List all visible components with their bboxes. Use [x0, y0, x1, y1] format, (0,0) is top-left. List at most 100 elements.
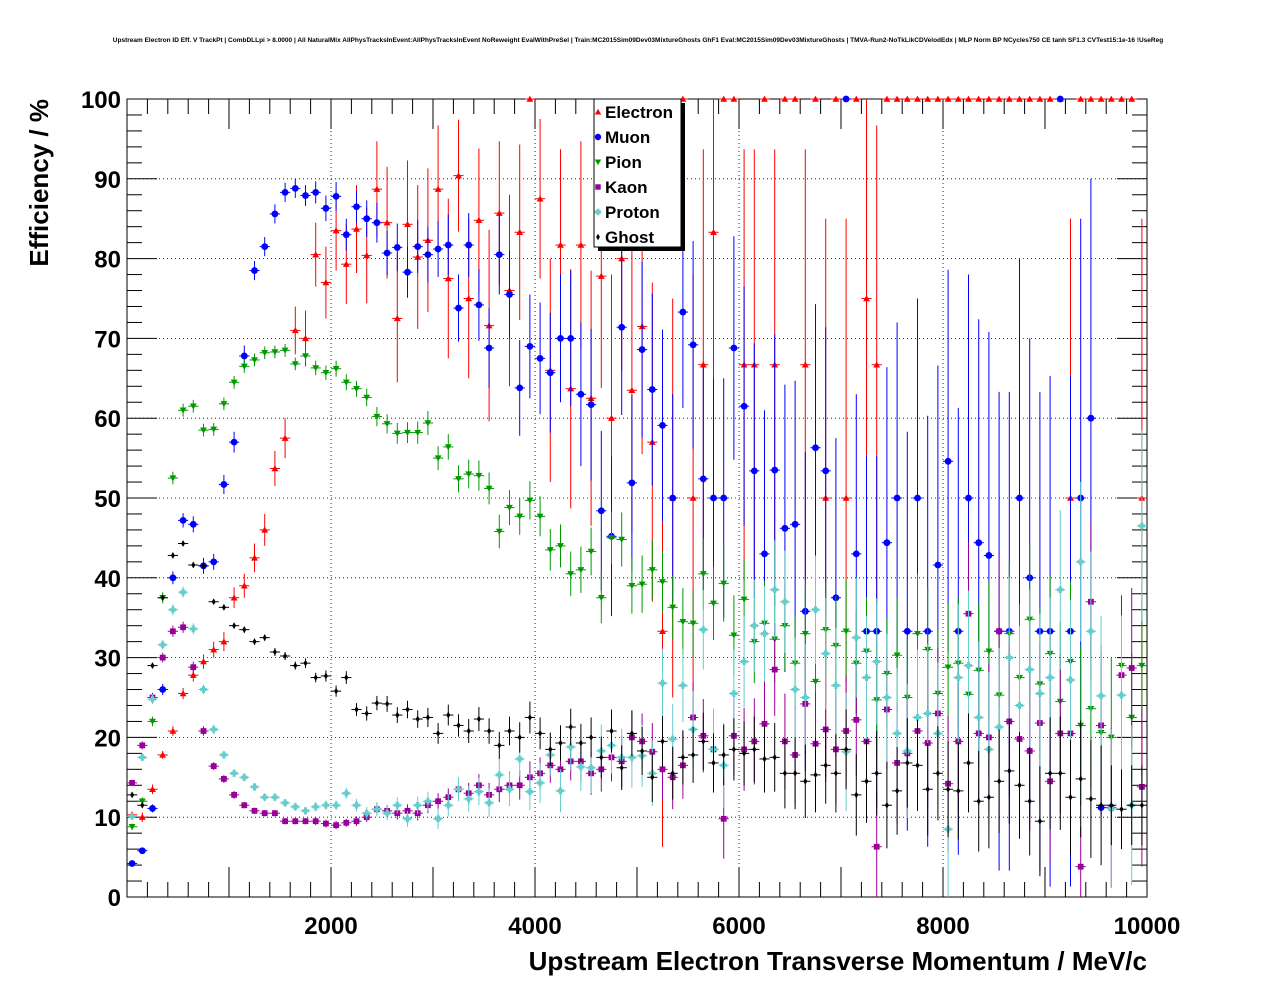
y-tick-label: 100 — [81, 87, 121, 114]
ghost-point — [181, 540, 186, 547]
proton-point — [353, 801, 360, 809]
muon-point — [791, 520, 799, 528]
muon-point — [557, 335, 564, 342]
series-ghost — [127, 540, 1147, 877]
ghost-point — [1099, 801, 1104, 809]
muon-point — [210, 558, 218, 566]
legend-entry-proton: Proton — [594, 203, 660, 222]
y-tick-label: 10 — [94, 805, 121, 832]
ghost-point — [650, 773, 655, 781]
proton-point — [679, 682, 687, 689]
kaon-point — [159, 654, 166, 661]
muon-point — [730, 344, 738, 352]
proton-point — [812, 606, 819, 614]
ghost-point — [150, 662, 155, 669]
y-tick-label: 30 — [94, 646, 121, 673]
muon-point — [383, 249, 391, 257]
proton-point — [230, 769, 238, 777]
kaon-point — [333, 822, 339, 829]
ghost-point — [364, 710, 369, 717]
proton-point — [1005, 654, 1013, 661]
proton-point — [506, 785, 513, 793]
kaon-point — [180, 624, 186, 631]
electron-point — [1026, 95, 1034, 102]
muon-point — [883, 539, 891, 547]
muon-point — [342, 231, 350, 239]
kaon-point — [129, 779, 135, 786]
ghost-point — [976, 797, 981, 805]
pion-point — [251, 357, 258, 364]
y-tick-label: 90 — [94, 167, 121, 194]
electron-point — [965, 95, 972, 102]
ghost-point — [232, 622, 237, 630]
proton-point — [1046, 674, 1054, 681]
x-tick-label: 4000 — [508, 913, 561, 940]
proton-point — [424, 797, 432, 805]
kaon-point — [170, 628, 176, 635]
electron-point — [465, 295, 473, 302]
ghost-point — [1017, 781, 1022, 789]
proton-point — [1026, 666, 1034, 673]
kaon-point — [1077, 863, 1084, 870]
ghost-point — [425, 714, 430, 721]
ghost-point — [864, 777, 869, 785]
pion-point — [506, 504, 513, 511]
kaon-point — [312, 818, 319, 825]
pion-point — [567, 571, 575, 578]
muon-point — [322, 204, 330, 212]
ghost-point — [589, 734, 594, 741]
y-tick-label: 80 — [94, 247, 121, 274]
pion-point — [200, 427, 207, 434]
kaon-point — [210, 763, 217, 770]
ghost-point — [578, 739, 583, 747]
pion-point — [475, 472, 483, 480]
ghost-point — [619, 764, 624, 772]
ghost-point — [201, 562, 206, 570]
proton-point — [220, 751, 228, 759]
proton-point — [1097, 692, 1105, 700]
electron-point — [455, 172, 462, 179]
pion-point — [597, 595, 605, 602]
data-series — [127, 95, 1147, 897]
proton-point — [873, 658, 881, 665]
electron-point — [1087, 95, 1095, 102]
y-tick-label: 70 — [94, 326, 121, 353]
pion-point — [465, 471, 473, 478]
proton-point — [1138, 522, 1146, 530]
electron-point — [730, 95, 738, 102]
ghost-point — [1037, 817, 1042, 825]
electron-point — [404, 220, 411, 228]
proton-point — [801, 694, 809, 701]
muon-point — [220, 481, 228, 488]
legend-entry-ghost: Ghost — [596, 228, 654, 247]
ghost-point — [629, 730, 634, 737]
ghost-point — [252, 638, 257, 646]
legend-marker-kaon — [595, 184, 601, 190]
proton-point — [893, 730, 901, 737]
ghost-point — [762, 755, 767, 763]
muon-point — [495, 251, 503, 259]
kaon-point — [435, 798, 441, 805]
muon-point — [975, 539, 983, 547]
muon-point — [251, 267, 258, 274]
muon-point — [281, 188, 289, 196]
electron-point — [557, 241, 564, 248]
muon-point — [679, 308, 687, 316]
proton-point — [149, 695, 156, 703]
muon-point — [597, 507, 605, 515]
proton-point — [495, 771, 503, 779]
electron-point — [699, 361, 707, 368]
pion-point — [128, 824, 136, 831]
proton-point — [128, 813, 136, 820]
ghost-point — [1007, 767, 1012, 775]
ghost-point — [905, 759, 910, 767]
electron-point — [291, 327, 299, 334]
muon-point — [965, 494, 972, 502]
muon-point — [506, 291, 513, 298]
muon-point — [618, 323, 626, 331]
ghost-point — [527, 714, 532, 721]
muon-point — [750, 467, 758, 475]
ghost-point — [517, 734, 522, 741]
pion-point — [659, 579, 666, 586]
electron-point — [720, 95, 728, 102]
